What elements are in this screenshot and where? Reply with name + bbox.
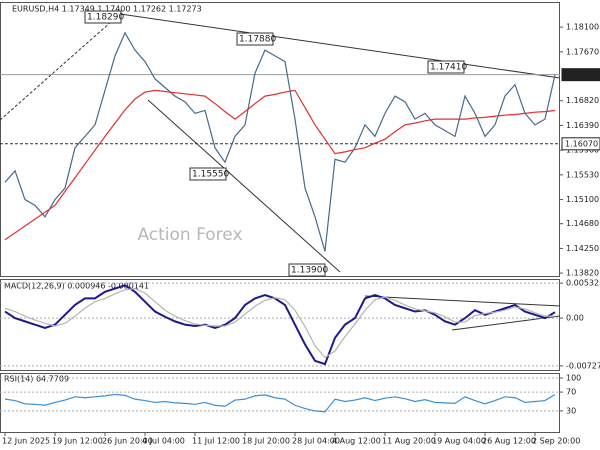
y-tick-label: 100 bbox=[566, 374, 581, 383]
annotation-box bbox=[427, 60, 465, 74]
x-tick-label: 4 Aug 12:00 bbox=[332, 437, 381, 446]
x-tick-label: 12 Jun 2025 bbox=[2, 437, 50, 446]
rsi-panel bbox=[0, 373, 560, 433]
y-tick-label: 30 bbox=[566, 406, 576, 415]
y-tick-label: 1.17670 bbox=[566, 47, 599, 56]
annotation-box bbox=[189, 167, 227, 181]
series-line bbox=[4, 284, 556, 366]
trendline bbox=[364, 295, 561, 307]
price-box bbox=[561, 137, 600, 151]
y-tick-label: 0.00 bbox=[566, 314, 584, 323]
annotation-box bbox=[236, 32, 274, 46]
x-tick-label: 28 Jul 04:00 bbox=[292, 437, 340, 446]
series-line bbox=[4, 393, 556, 413]
y-tick-label: 0.005325 bbox=[566, 279, 600, 288]
y-tick-label: 1.14250 bbox=[566, 244, 599, 253]
x-tick-label: 26 Jun 20:00 bbox=[102, 437, 153, 446]
price-box bbox=[561, 68, 600, 82]
trendline bbox=[147, 99, 341, 273]
annotation-box bbox=[288, 263, 326, 277]
y-tick-label: 1.15100 bbox=[566, 195, 599, 204]
x-tick-label: 18 Jul 20:00 bbox=[242, 437, 290, 446]
y-tick-label: 70 bbox=[566, 388, 576, 397]
x-tick-label: 2 Sep 20:00 bbox=[532, 437, 580, 446]
trendline bbox=[119, 13, 561, 79]
macd-panel bbox=[0, 279, 560, 371]
y-tick-label: 1.16820 bbox=[566, 96, 599, 105]
x-tick-label: 19 Aug 04:00 bbox=[432, 437, 486, 446]
y-tick-label: 1.16390 bbox=[566, 121, 599, 130]
price-panel bbox=[0, 2, 560, 277]
chart-title: EURUSD,H4 1.17349 1.17400 1.17262 1.1727… bbox=[12, 5, 202, 14]
series-line bbox=[4, 89, 556, 241]
x-tick-label: 4 Jul 04:00 bbox=[142, 437, 185, 446]
y-tick-label: 1.14680 bbox=[566, 219, 599, 228]
x-tick-label: 19 Jun 12:00 bbox=[52, 437, 103, 446]
x-tick-label: 26 Aug 12:00 bbox=[482, 437, 536, 446]
panel-title: MACD(12,26,9) 0.000946 -0.000141 bbox=[4, 282, 149, 291]
y-tick-label: 1.15530 bbox=[566, 170, 599, 179]
series-line bbox=[4, 287, 555, 359]
annotation: 1.17410 bbox=[430, 63, 467, 73]
annotation: 1.15550 bbox=[192, 170, 229, 180]
x-tick-label: 11 Jul 12:00 bbox=[192, 437, 240, 446]
price-label: 1.16070 bbox=[565, 139, 598, 148]
y-tick-label: 1.13820 bbox=[566, 269, 599, 278]
panel-title: RSI(14) 64.7709 bbox=[4, 375, 69, 384]
annotation: 1.18290 bbox=[87, 13, 124, 23]
price-label: 1.17273 bbox=[565, 70, 598, 79]
annotation-box bbox=[84, 10, 122, 24]
watermark: Action Forex bbox=[137, 225, 242, 245]
series-line bbox=[4, 31, 556, 252]
annotation: 1.13900 bbox=[291, 266, 328, 276]
annotation: 1.17880 bbox=[239, 35, 276, 45]
x-tick-label: 11 Aug 20:00 bbox=[382, 437, 436, 446]
y-tick-label: 1.18100 bbox=[566, 23, 599, 32]
y-tick-label: -0.007273 bbox=[566, 361, 600, 370]
trendline bbox=[0, 13, 121, 121]
